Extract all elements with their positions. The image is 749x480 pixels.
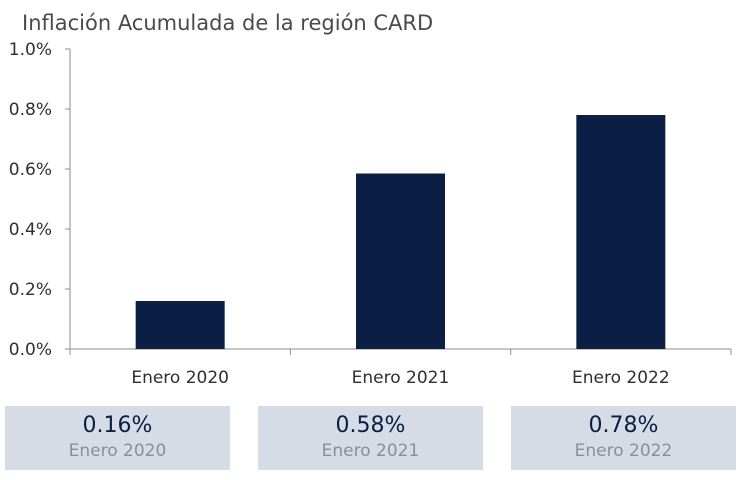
- summary-period: Enero 2022: [574, 441, 673, 461]
- y-tick-label: 0.8%: [9, 100, 52, 120]
- inflation-bar-chart: Inflación Acumulada de la región CARD 0.…: [9, 11, 732, 388]
- y-tick-label: 0.2%: [9, 280, 52, 300]
- summary-box-2022: 0.78% Enero 2022: [511, 406, 736, 470]
- summary-box-2021: 0.58% Enero 2021: [258, 406, 483, 470]
- bars-group: [135, 115, 666, 349]
- y-tick-label: 1.0%: [9, 40, 52, 60]
- y-tick-label: 0.4%: [9, 220, 52, 240]
- summary-value: 0.78%: [588, 413, 659, 438]
- bar: [135, 301, 225, 349]
- x-tick-label: Enero 2021: [352, 368, 450, 388]
- y-tick-label: 0.6%: [9, 160, 52, 180]
- bar: [356, 173, 445, 349]
- summary-value: 0.16%: [82, 413, 153, 438]
- y-tick-label: 0.0%: [9, 340, 52, 360]
- x-axis: [69, 348, 732, 355]
- category-labels: Enero 2020 Enero 2021 Enero 2022: [131, 368, 669, 388]
- chart-title: Inflación Acumulada de la región CARD: [22, 11, 433, 35]
- x-tick-label: Enero 2022: [572, 368, 670, 388]
- summary-period: Enero 2020: [68, 441, 167, 461]
- x-tick-label: Enero 2020: [131, 368, 229, 388]
- summary-box-2020: 0.16% Enero 2020: [5, 406, 230, 470]
- summary-row: 0.16% Enero 2020 0.58% Enero 2021 0.78% …: [0, 406, 749, 470]
- bar: [576, 115, 666, 349]
- summary-value: 0.58%: [335, 413, 406, 438]
- y-axis: 0.0% 0.2% 0.4% 0.6% 0.8% 1.0%: [9, 40, 71, 360]
- summary-period: Enero 2021: [321, 441, 420, 461]
